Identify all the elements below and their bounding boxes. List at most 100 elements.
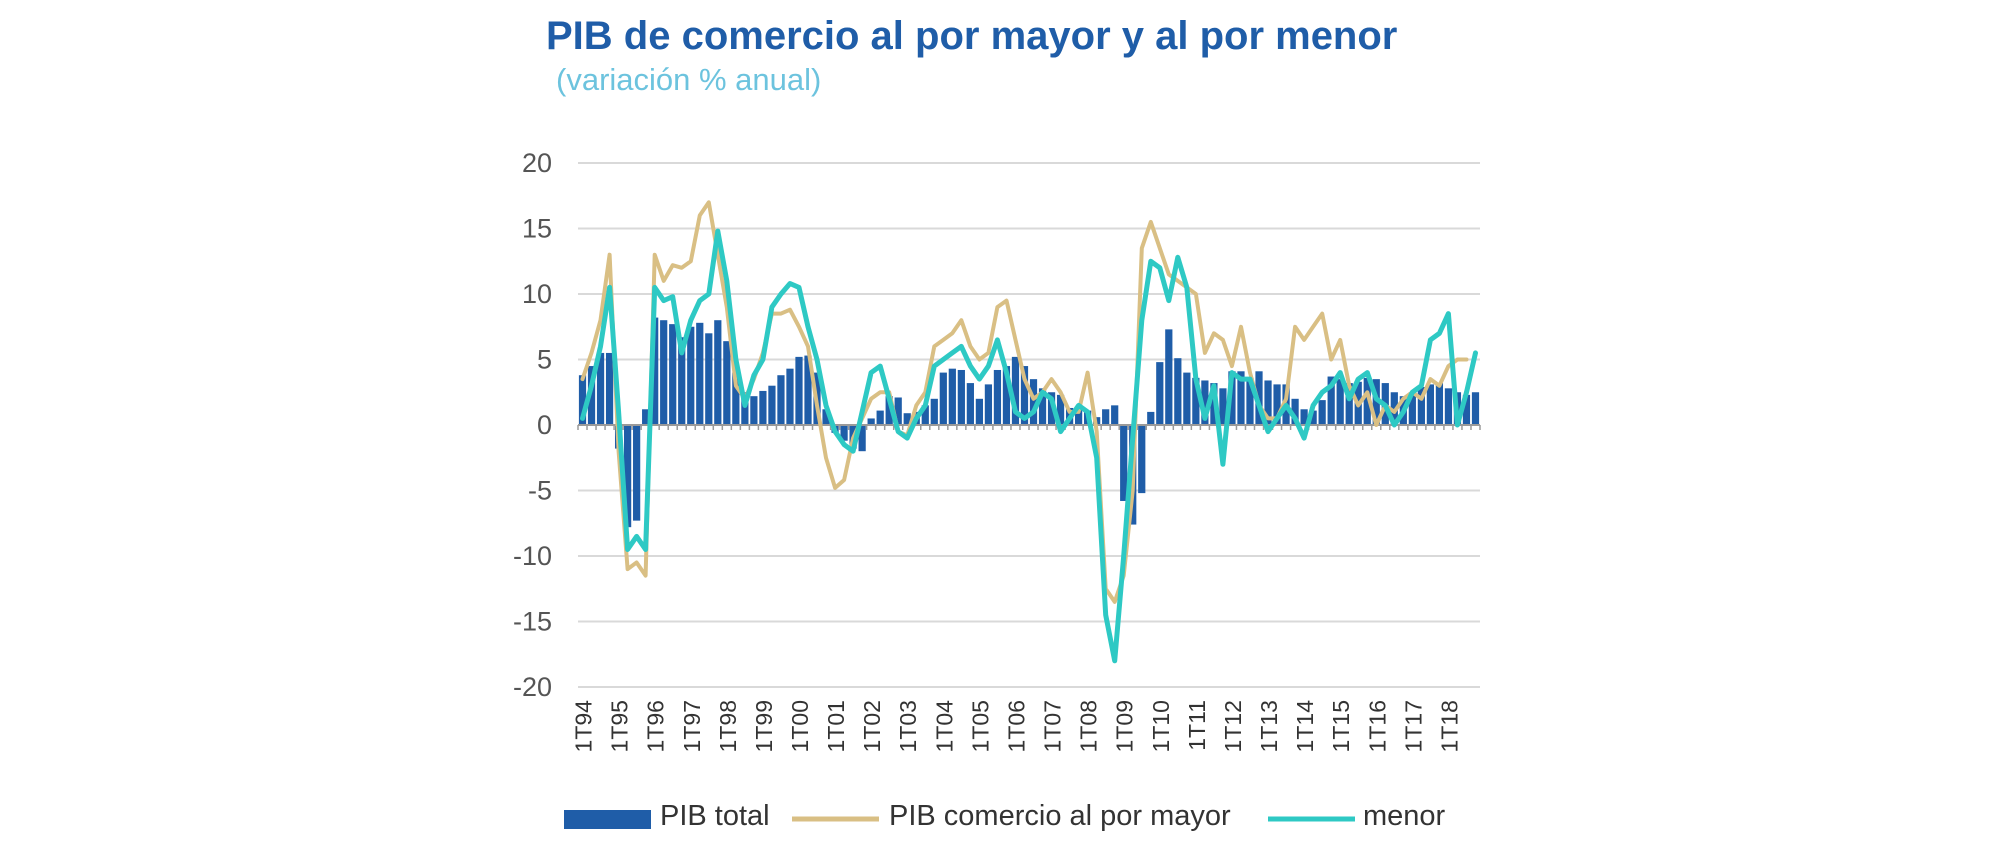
y-tick-label: 10 <box>522 279 552 309</box>
x-tick-label: 1T12 <box>1220 700 1246 752</box>
bar <box>1047 392 1056 425</box>
bar <box>1471 392 1480 425</box>
bar <box>1291 398 1299 425</box>
bar <box>1011 356 1020 425</box>
chart-title: PIB de comercio al por mayor y al por me… <box>546 14 1398 58</box>
bar <box>1318 400 1326 425</box>
bar <box>1417 387 1425 425</box>
x-axis: 1T94 1T95 1T96 1T97 1T98 1T99 1T00 1T01 1T02 1T03… <box>571 700 1463 753</box>
bar <box>1435 383 1444 425</box>
zero-axis <box>577 424 1481 430</box>
legend-label-menor: menor <box>1363 800 1446 832</box>
x-tick-label: 1T18 <box>1436 700 1462 752</box>
bar <box>876 410 884 425</box>
bar <box>903 413 911 425</box>
bar <box>1156 362 1164 425</box>
legend-label-pib-total: PIB total <box>660 800 770 832</box>
bar <box>804 355 812 425</box>
x-tick-label: 1T13 <box>1256 700 1282 752</box>
bar <box>705 333 713 425</box>
bar <box>696 322 704 425</box>
bar <box>1102 409 1110 425</box>
bar <box>1165 329 1173 425</box>
bar <box>624 425 632 528</box>
bar <box>867 418 875 425</box>
bar <box>1038 388 1047 425</box>
bar <box>1228 371 1236 425</box>
legend: PIB total PIB comercio al por mayor menor <box>564 800 1446 832</box>
x-tick-label: 1T17 <box>1400 700 1426 752</box>
bar <box>1075 409 1083 425</box>
bar <box>894 397 902 425</box>
y-tick-label: -15 <box>513 607 552 637</box>
bar <box>1120 425 1128 501</box>
bar <box>885 396 893 425</box>
bar <box>633 425 641 521</box>
y-tick-label: 0 <box>537 410 552 440</box>
x-tick-label: 1T16 <box>1364 700 1390 752</box>
bar <box>687 326 695 425</box>
bar <box>1345 383 1353 425</box>
x-tick-label: 1T01 <box>823 700 849 752</box>
x-tick-label: 1T94 <box>571 700 597 753</box>
bar <box>1273 384 1281 425</box>
y-tick-label: -20 <box>513 672 552 702</box>
bar <box>596 352 605 425</box>
line-series <box>580 200 1478 664</box>
bar <box>660 320 668 425</box>
chart-subtitle: (variación % anual) <box>556 62 822 97</box>
bar <box>1201 380 1209 425</box>
bar <box>1111 405 1119 425</box>
bar <box>1327 376 1335 425</box>
bar <box>750 396 758 425</box>
bar <box>858 425 866 452</box>
x-tick-label: 1T15 <box>1328 700 1354 752</box>
x-tick-label: 1T11 <box>1184 700 1210 751</box>
bar <box>605 352 614 425</box>
y-tick-label: 15 <box>522 214 552 244</box>
bar-series-pib-total <box>578 317 1480 528</box>
bar <box>777 375 785 425</box>
bar <box>678 337 686 425</box>
bar <box>948 368 956 425</box>
bar <box>1426 384 1434 425</box>
bar <box>741 392 749 425</box>
x-tick-label: 1T14 <box>1292 700 1318 753</box>
bar <box>578 375 587 425</box>
bar <box>930 398 938 425</box>
bar <box>984 384 993 425</box>
bar <box>921 405 929 425</box>
x-tick-label: 1T00 <box>787 700 813 752</box>
bar <box>840 425 848 441</box>
x-tick-label: 1T97 <box>679 700 705 752</box>
bar <box>768 385 776 425</box>
bar <box>1219 388 1227 425</box>
bar <box>975 398 983 425</box>
bar <box>1174 358 1182 425</box>
bar <box>1444 388 1453 425</box>
line-menor <box>580 228 1478 664</box>
bar <box>1002 366 1011 425</box>
bar <box>1056 394 1065 425</box>
y-tick-label: -10 <box>513 541 552 571</box>
x-tick-label: 1T03 <box>895 700 921 752</box>
bar <box>1363 377 1371 425</box>
bar <box>795 356 803 425</box>
bar <box>966 383 974 425</box>
y-axis: 20 15 10 5 0 -5 -10 -15 -20 <box>513 148 552 702</box>
bar <box>759 390 767 425</box>
x-tick-label: 1T95 <box>607 700 633 752</box>
bar <box>651 317 659 425</box>
legend-label-mayor: PIB comercio al por mayor <box>889 800 1231 832</box>
x-tick-label: 1T10 <box>1148 700 1174 752</box>
bar <box>1138 425 1146 494</box>
x-tick-label: 1T96 <box>643 700 669 752</box>
legend-swatch-pib-total <box>564 810 651 829</box>
bar <box>1462 394 1471 425</box>
bar <box>1372 379 1380 425</box>
y-tick-label: 20 <box>522 148 552 178</box>
bar <box>669 324 677 425</box>
x-tick-label: 1T09 <box>1112 700 1138 752</box>
y-tick-label: -5 <box>528 476 552 506</box>
